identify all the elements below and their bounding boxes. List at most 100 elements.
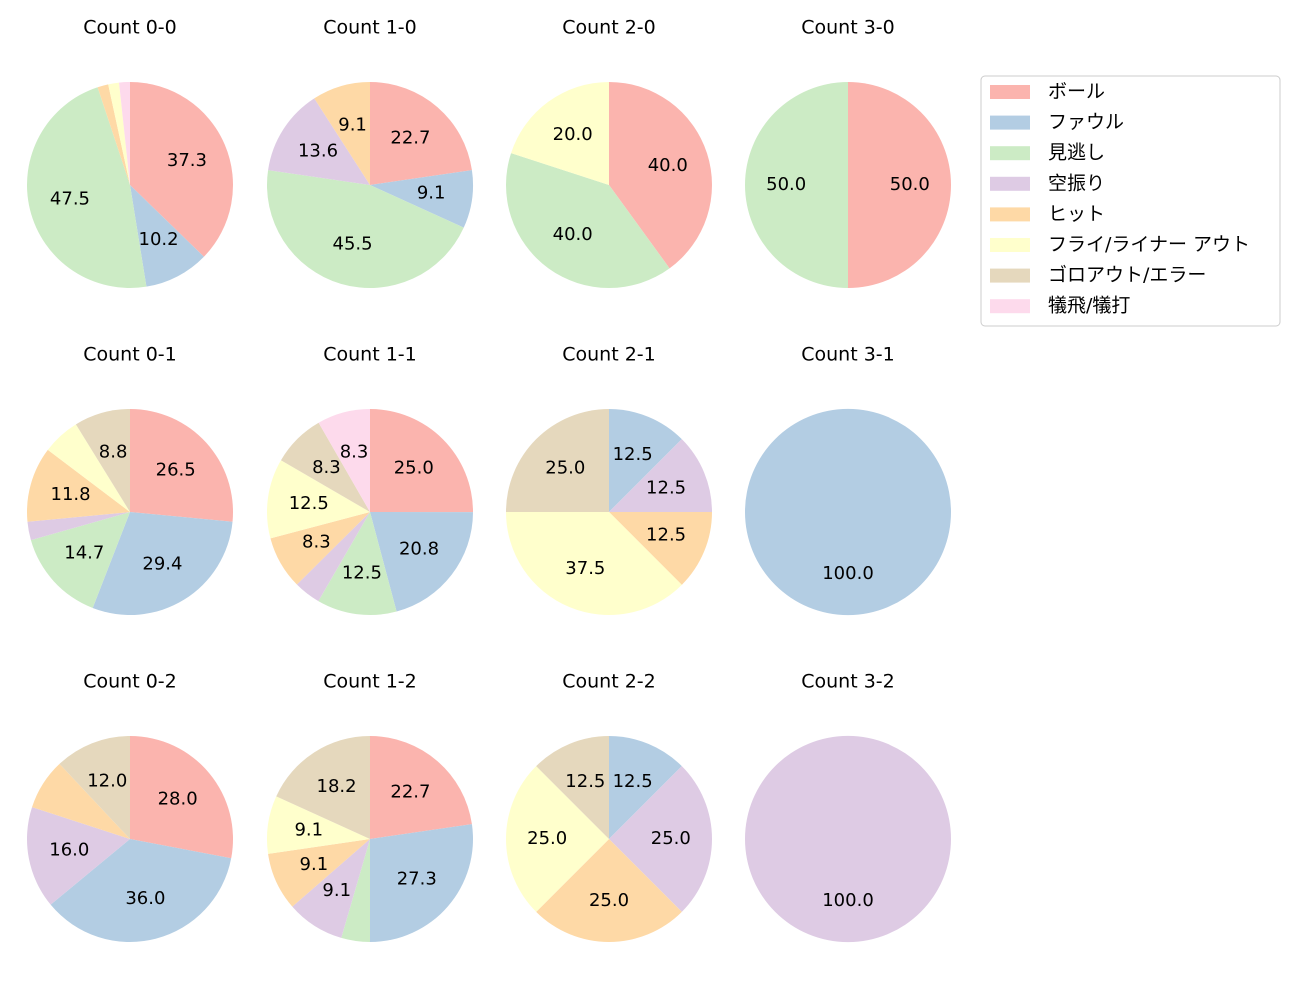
legend-swatch: [990, 268, 1030, 283]
value-label: 12.5: [646, 525, 686, 546]
value-label: 37.5: [565, 558, 605, 579]
value-label: 8.3: [302, 532, 331, 553]
value-label: 16.0: [49, 840, 89, 861]
pie-slice: [280, 422, 370, 512]
pie-slice: [296, 512, 370, 602]
pie-slice: [370, 170, 473, 228]
legend-label: 見逃し: [1048, 142, 1105, 164]
legend-swatch: [990, 85, 1030, 99]
value-label: 9.1: [300, 854, 329, 875]
pie-slice: [50, 839, 232, 942]
pie-slice: [26, 449, 130, 522]
pie-slice: [119, 82, 130, 185]
value-label: 50.0: [766, 174, 806, 195]
pie-slice: [506, 153, 670, 288]
chart-title: Count 3-2: [801, 671, 895, 693]
pie-slice: [270, 512, 370, 585]
value-label: 25.0: [527, 828, 567, 849]
pie-slice: [130, 736, 234, 859]
value-label: 28.0: [158, 789, 198, 810]
value-label: 22.7: [390, 781, 430, 802]
pie-slice: [318, 512, 397, 615]
value-label: 14.7: [64, 543, 104, 564]
value-label: 12.5: [289, 493, 329, 514]
value-label: 8.3: [312, 457, 341, 478]
chart-title: Count 2-0: [562, 17, 656, 39]
pie-slice: [47, 424, 130, 512]
chart-title: Count 1-0: [323, 17, 417, 39]
pie-slice: [609, 766, 712, 912]
pie-slice: [506, 512, 682, 615]
pie-slice: [75, 409, 130, 512]
pie-slice: [370, 512, 473, 612]
legend-swatch: [990, 299, 1030, 314]
value-label: 22.7: [390, 127, 430, 148]
legend-label: ヒット: [1048, 203, 1105, 225]
value-label: 13.6: [298, 141, 338, 162]
pie-slice: [27, 807, 130, 905]
pie-slice: [27, 512, 131, 541]
pie-slice: [536, 839, 682, 942]
value-label: 12.5: [342, 562, 382, 583]
value-label: 27.3: [397, 868, 437, 889]
value-label: 12.5: [613, 444, 653, 465]
chart-title: Count 0-2: [83, 671, 177, 693]
legend-swatch: [990, 207, 1030, 222]
pie-slice: [26, 87, 147, 289]
legend-label: ボール: [1048, 81, 1105, 103]
legend-label: 空振り: [1048, 172, 1105, 194]
pie-slice: [745, 408, 951, 616]
value-label: 8.3: [340, 441, 369, 462]
pie-slice: [745, 735, 951, 943]
pie-slice: [848, 82, 951, 288]
value-label: 12.5: [565, 771, 605, 792]
pie-slice: [130, 185, 204, 287]
pie-slice: [511, 82, 609, 185]
value-label: 12.5: [613, 771, 653, 792]
value-label: 20.0: [553, 124, 593, 145]
pie-slice: [370, 824, 473, 942]
pie-slice: [267, 170, 464, 288]
legend-swatch: [990, 115, 1030, 130]
chart-title: Count 3-1: [801, 344, 895, 366]
value-label: 12.0: [87, 771, 127, 792]
legend-label: ファウル: [1048, 111, 1124, 133]
pie-slice: [130, 409, 233, 522]
pie-slice: [267, 460, 370, 539]
pie-slice: [318, 409, 370, 512]
value-label: 9.1: [338, 115, 367, 136]
legend-label: フライ/ライナー アウト: [1048, 234, 1250, 256]
pie-slice: [609, 82, 713, 269]
pie-slice: [370, 736, 472, 839]
value-label: 37.3: [167, 150, 207, 171]
pie-slice: [32, 763, 130, 839]
legend-box: [980, 75, 1281, 327]
pie-slice: [506, 409, 609, 512]
pie-slice: [609, 439, 712, 512]
value-label: 40.0: [648, 155, 688, 176]
pie-slice: [276, 736, 370, 839]
value-label: 40.0: [553, 224, 593, 245]
pie-slice: [30, 512, 131, 609]
pie-slice: [108, 82, 130, 185]
value-label: 25.0: [394, 457, 434, 478]
pie-slice: [536, 736, 609, 839]
chart-title: Count 0-1: [83, 344, 177, 366]
legend-swatch: [990, 238, 1030, 252]
value-label: 25.0: [545, 457, 585, 478]
pie-slice: [268, 98, 370, 185]
value-label: 29.4: [142, 554, 182, 575]
value-label: 9.1: [294, 819, 323, 840]
pie-slice: [97, 84, 130, 185]
pie-slice: [745, 82, 848, 288]
value-label: 11.8: [51, 484, 91, 505]
value-label: 47.5: [50, 189, 90, 210]
value-label: 9.1: [417, 183, 446, 204]
pie-slice: [268, 839, 370, 907]
legend-label: ゴロアウト/エラー: [1048, 264, 1206, 286]
value-label: 25.0: [589, 890, 629, 911]
pie-slice: [92, 512, 233, 615]
pie-slice: [314, 82, 370, 185]
